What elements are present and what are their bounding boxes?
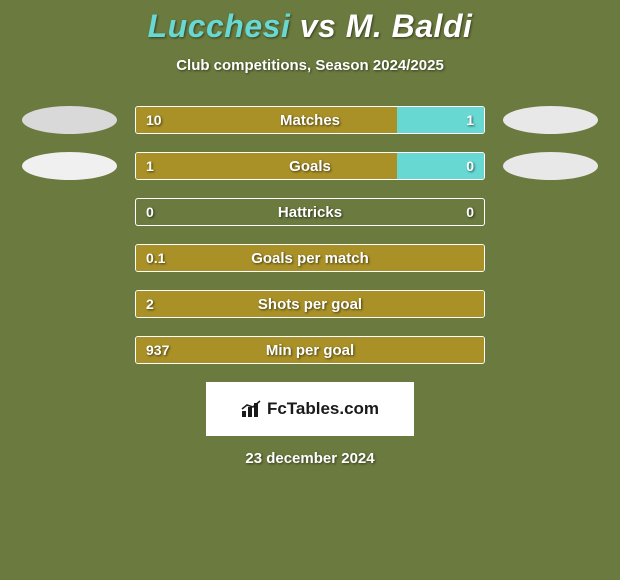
chart-icon	[241, 400, 263, 418]
metric-label: Min per goal	[136, 337, 484, 363]
metric-label: Matches	[136, 107, 484, 133]
page-title: Lucchesi vs M. Baldi	[0, 8, 620, 45]
stat-row: 00Hattricks	[0, 198, 620, 226]
stat-row: 2Shots per goal	[0, 290, 620, 318]
stat-bar: 10Goals	[135, 152, 485, 180]
metric-label: Shots per goal	[136, 291, 484, 317]
stat-bar: 937Min per goal	[135, 336, 485, 364]
team-oval-left	[22, 106, 117, 134]
stat-rows-container: 101Matches 10Goals 00Hattricks 0.1Goals per…	[0, 106, 620, 364]
vs-text: vs	[300, 8, 337, 44]
metric-label: Hattricks	[136, 199, 484, 225]
stat-bar: 2Shots per goal	[135, 290, 485, 318]
player1-name: Lucchesi	[148, 8, 291, 44]
subtitle: Club competitions, Season 2024/2025	[0, 57, 620, 74]
team-oval-right	[503, 152, 598, 180]
stat-row: 937Min per goal	[0, 336, 620, 364]
metric-label: Goals per match	[136, 245, 484, 271]
comparison-infographic: Lucchesi vs M. Baldi Club competitions, …	[0, 0, 620, 580]
stat-bar: 00Hattricks	[135, 198, 485, 226]
player2-name: M. Baldi	[346, 8, 473, 44]
team-oval-left	[22, 152, 117, 180]
stat-bar: 0.1Goals per match	[135, 244, 485, 272]
stat-row: 101Matches	[0, 106, 620, 134]
metric-label: Goals	[136, 153, 484, 179]
stat-bar: 101Matches	[135, 106, 485, 134]
team-oval-right	[503, 106, 598, 134]
stat-row: 0.1Goals per match	[0, 244, 620, 272]
logo-box: FcTables.com	[206, 382, 414, 436]
stat-row: 10Goals	[0, 152, 620, 180]
date-label: 23 december 2024	[0, 450, 620, 467]
logo-text: FcTables.com	[267, 399, 379, 419]
